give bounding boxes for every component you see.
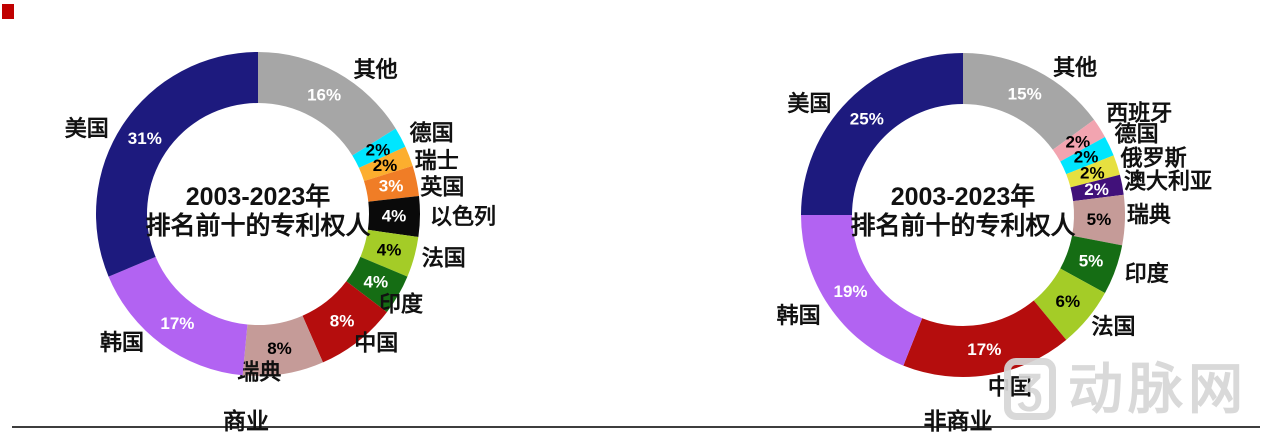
slice-7 [302,281,387,363]
slice-country-label: 西班牙 [1106,100,1172,125]
slice-percent-label: 2% [1074,148,1099,167]
chart-title-commercial: 2003-2023年 排名前十的专利权人 [145,183,370,241]
slice-8 [242,315,323,377]
slice-percent-label: 6% [1056,292,1081,311]
slice-percent-label: 8% [267,339,292,358]
slice-9 [108,256,248,376]
chart-title-line2: 排名前十的专利权人 [145,212,371,240]
slice-country-label: 美国 [65,116,109,141]
slice-percent-label: 2% [1084,180,1109,199]
slice-percent-label: 4% [364,273,389,292]
slice-percent-label: 17% [967,340,1001,359]
slice-10 [96,52,258,277]
donut-chart-noncommercial: 15% 其他 2% 西班牙 2% 德国 2% 俄罗斯 2% 澳大利亚 5% 瑞典 5% 印度 6% 法国 17%… [777,53,1212,399]
watermark: Ʒ 动脉网 [1004,358,1248,420]
slice-10 [801,53,963,215]
slice-percent-label: 2% [366,140,391,159]
watermark-logo-icon: Ʒ [1004,358,1056,420]
slice-percent-label: 2% [373,156,398,175]
slice-country-label: 印度 [1125,261,1170,286]
slice-7 [1033,268,1105,340]
slice-percent-label: 3% [379,177,404,196]
slice-percent-label: 25% [850,109,884,128]
slice-percent-label: 15% [1008,84,1042,103]
slice-percent-label: 31% [128,129,162,148]
slice-country-label: 德国 [1115,121,1159,146]
watermark-text: 动脉网 [1068,357,1249,420]
chart-title-noncommercial: 2003-2023年 排名前十的专利权人 [850,183,1075,241]
slice-0 [258,52,396,156]
slice-percent-label: 16% [307,86,341,105]
slice-country-label: 美国 [787,91,831,116]
slice-2 [1060,136,1114,175]
slice-country-label: 澳大利亚 [1124,168,1212,193]
slice-percent-label: 2% [1080,164,1105,183]
slice-country-label: 其他 [1053,55,1097,80]
slice-5 [1072,194,1125,246]
chart-title-line1: 2003-2023年 [890,183,1036,211]
slice-percent-label: 5% [1087,210,1112,229]
slice-9 [801,215,923,366]
slice-country-label: 其他 [354,57,398,82]
slice-country-label: 俄罗斯 [1120,145,1187,170]
chart-title-line1: 2003-2023年 [185,183,331,211]
slice-country-label: 瑞士 [415,148,459,173]
slice-country-label: 韩国 [777,303,821,328]
slice-percent-label: 19% [833,282,867,301]
slice-country-label: 中国 [354,331,398,356]
slice-8 [903,300,1067,377]
category-label-commercial: 商业 [223,408,269,434]
slice-6 [346,256,408,313]
slice-country-label: 韩国 [100,330,144,355]
corner-mark [2,4,14,19]
slice-country-label: 法国 [422,245,466,270]
slice-3 [363,165,419,202]
slice-percent-label: 2% [1066,133,1091,152]
category-label-noncommercial: 非商业 [923,408,993,434]
slice-2 [358,146,413,182]
slice-percent-label: 17% [160,314,194,333]
slice-4 [1070,174,1124,202]
slice-1 [1052,119,1105,162]
slice-percent-label: 5% [1079,252,1104,271]
slice-country-label: 以色列 [430,204,496,229]
slice-country-label: 德国 [410,120,454,145]
slice-percent-label: 8% [330,311,355,330]
slice-5 [360,229,419,277]
slice-country-label: 英国 [420,174,464,199]
slice-4 [367,196,420,238]
slice-6 [1060,235,1123,294]
slice-country-label: 法国 [1092,314,1136,339]
slice-country-label: 瑞典 [1127,202,1171,227]
slice-country-label: 瑞典 [237,359,281,384]
bottom-rule [12,426,1260,428]
slice-0 [963,53,1095,150]
slice-percent-label: 4% [377,241,402,260]
slice-3 [1066,155,1120,188]
slice-percent-label: 4% [382,207,407,226]
chart-title-line2: 排名前十的专利权人 [850,212,1076,240]
slice-1 [352,128,406,168]
